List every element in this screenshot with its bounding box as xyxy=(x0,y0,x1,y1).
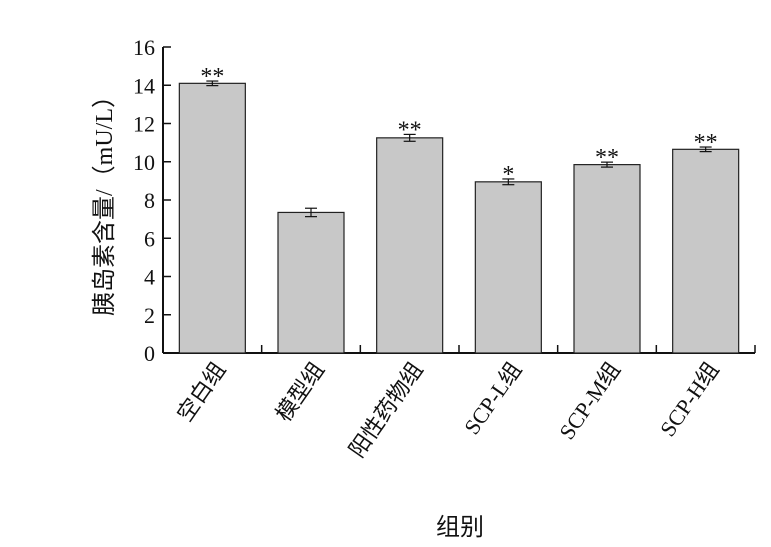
significance-label: ** xyxy=(694,130,718,156)
x-category-label: 模型组 xyxy=(271,358,329,426)
bar xyxy=(474,181,542,354)
y-tick-label: 0 xyxy=(144,341,155,366)
y-tick-label: 4 xyxy=(144,265,155,290)
y-tick-label: 10 xyxy=(133,150,155,175)
bar xyxy=(178,82,246,354)
y-axis-title: 胰岛素含量/（mU/L） xyxy=(91,84,118,316)
y-tick-label: 16 xyxy=(133,35,155,60)
y-tick-label: 8 xyxy=(144,188,155,213)
bar xyxy=(672,148,740,354)
x-category-label: 阳性药物组 xyxy=(344,358,428,462)
plot-area: 0 2 4 6 8 10 12 14 16 ** 空白组 模型组 ** 阳性药物组 * SCP-L组 ** SCP… xyxy=(133,35,756,462)
x-category-label: SCP-M组 xyxy=(554,358,625,444)
x-axis-title: 组别 xyxy=(436,514,484,541)
bar xyxy=(376,137,444,354)
x-category-label: SCP-L组 xyxy=(459,358,526,439)
bar xyxy=(573,164,641,354)
y-tick-label: 2 xyxy=(144,303,155,328)
significance-label: ** xyxy=(200,64,224,90)
significance-label: * xyxy=(502,162,514,188)
bar xyxy=(277,211,345,354)
significance-label: ** xyxy=(595,145,619,171)
significance-label: ** xyxy=(398,117,422,143)
y-tick-label: 6 xyxy=(144,226,155,251)
y-tick-label: 12 xyxy=(133,112,155,137)
y-tick-label: 14 xyxy=(133,73,155,98)
x-category-label: 空白组 xyxy=(172,358,230,426)
x-category-label: SCP-H组 xyxy=(655,358,724,441)
